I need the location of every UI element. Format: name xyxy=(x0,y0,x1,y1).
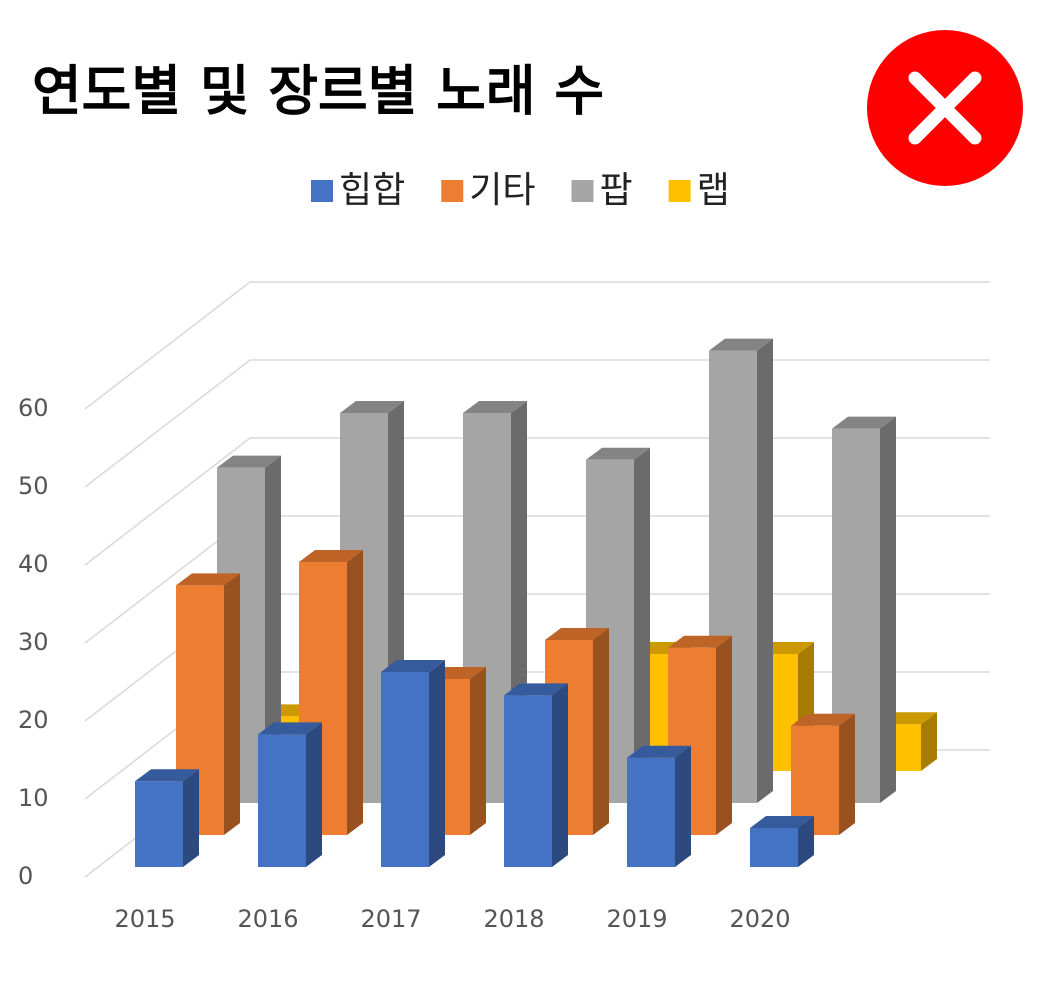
close-button[interactable] xyxy=(867,30,1023,186)
bar-side xyxy=(839,713,855,835)
bar xyxy=(258,734,306,867)
bar-side xyxy=(265,455,281,803)
x-tick-label: 2018 xyxy=(483,905,544,933)
bar-top xyxy=(832,416,896,429)
bar-side xyxy=(798,816,814,867)
bar xyxy=(504,695,552,867)
bar-side xyxy=(921,712,937,771)
legend-swatch xyxy=(571,180,594,202)
bar-top xyxy=(217,455,281,468)
y-tick-label: 0 xyxy=(18,862,33,890)
bar-top xyxy=(709,338,773,351)
legend-label: 힙합 xyxy=(339,170,405,211)
bar-side xyxy=(347,550,363,835)
bar-top xyxy=(504,683,568,696)
y-tick-label: 20 xyxy=(18,706,49,734)
bar-top xyxy=(176,573,240,586)
legend-item: 기타 xyxy=(441,170,536,211)
bar-top xyxy=(668,635,732,648)
bar-side xyxy=(634,447,650,803)
y-tick-label: 50 xyxy=(18,472,49,500)
bar-side xyxy=(757,338,773,803)
bar xyxy=(750,828,798,867)
x-tick-label: 2019 xyxy=(606,905,667,933)
bar-top xyxy=(545,628,609,640)
legend-label: 랩 xyxy=(697,170,730,211)
bar-top xyxy=(586,447,650,460)
x-tick-label: 2017 xyxy=(360,905,421,933)
legend-label: 팝 xyxy=(600,170,633,211)
legend-swatch xyxy=(311,180,333,202)
bar-top xyxy=(750,816,814,828)
bar-side xyxy=(593,628,609,835)
bar-top xyxy=(791,713,855,726)
bar-top xyxy=(340,401,404,413)
grid-line xyxy=(84,437,251,566)
legend-item: 힙합 xyxy=(311,170,405,211)
bar-side xyxy=(470,667,486,835)
y-tick-label: 60 xyxy=(18,394,49,422)
bar-side xyxy=(224,573,240,835)
x-tick-label: 2020 xyxy=(729,905,790,933)
legend: 힙합 기타 팝 랩 xyxy=(311,170,730,211)
bar-top xyxy=(299,550,363,562)
legend-label: 기타 xyxy=(469,170,535,211)
close-icon[interactable] xyxy=(908,71,982,145)
grid-line xyxy=(84,281,251,410)
bar-side xyxy=(675,745,691,867)
bar-top xyxy=(135,769,199,782)
x-tick-label: 2016 xyxy=(237,905,298,933)
bar xyxy=(627,757,675,867)
legend-swatch xyxy=(668,180,691,202)
bar-top xyxy=(258,722,322,735)
bar-side xyxy=(183,769,199,867)
bar-side xyxy=(306,722,322,867)
bar-top xyxy=(627,745,691,758)
bar-side xyxy=(429,660,445,867)
bar-side xyxy=(552,683,568,867)
bar-top xyxy=(463,401,527,413)
legend-item: 팝 xyxy=(571,170,633,211)
bar xyxy=(135,781,183,867)
bar xyxy=(381,672,429,867)
y-tick-label: 40 xyxy=(18,550,49,578)
y-tick-label: 10 xyxy=(18,784,49,812)
bar-top xyxy=(381,660,445,672)
bar-side xyxy=(716,635,732,835)
y-tick-label: 30 xyxy=(18,628,49,656)
legend-swatch xyxy=(441,180,464,202)
x-tick-label: 2015 xyxy=(114,905,175,933)
chart-title: 연도별 및 장르별 노래 수 xyxy=(32,60,604,123)
legend-item: 랩 xyxy=(668,170,730,211)
bar-side xyxy=(880,416,896,803)
grid-line xyxy=(84,359,251,488)
bars xyxy=(135,338,937,867)
